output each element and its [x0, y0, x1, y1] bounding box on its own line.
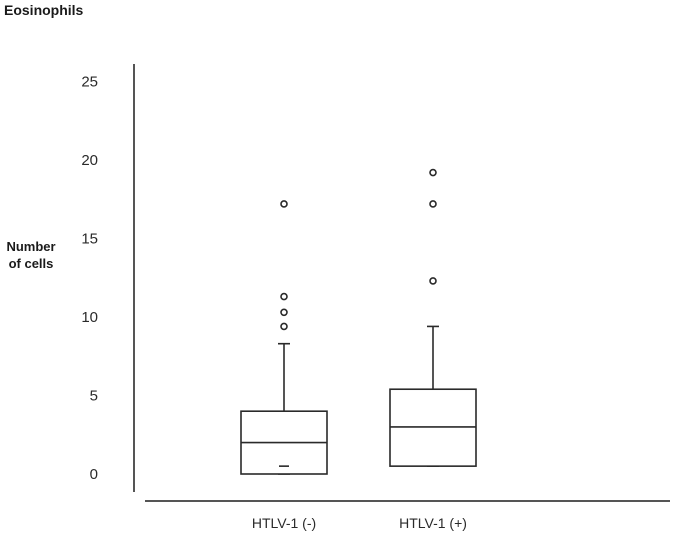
boxes [240, 168, 477, 475]
outlier-point [429, 168, 437, 177]
y-tick-label: 0 [90, 466, 98, 483]
y-tick-label: 15 [81, 231, 98, 248]
category-labels: HTLV-1 (-) HTLV-1 (+) [252, 515, 467, 531]
outlier-point [280, 292, 288, 301]
outlier-point [280, 200, 288, 208]
outlier-point [280, 322, 288, 331]
x-category-label: HTLV-1 (-) [252, 515, 316, 531]
y-tick-label: 25 [81, 74, 98, 91]
outlier-point [429, 200, 437, 208]
outlier-point [280, 308, 288, 317]
outlier-point [429, 277, 437, 285]
y-axis-label: Number of cells [0, 238, 62, 272]
chart-title: Eosinophils [4, 2, 84, 18]
y-tick-label: 10 [81, 309, 98, 326]
box-group [240, 200, 328, 475]
y-tick-label: 20 [81, 152, 98, 169]
y-tick-labels: 0 5 10 15 20 25 [81, 74, 98, 484]
y-axis-label-line-1: Number [6, 239, 56, 254]
x-category-label: HTLV-1 (+) [399, 515, 467, 531]
box-group [389, 168, 477, 467]
y-tick-label: 5 [90, 388, 98, 405]
y-axis-label-line-2: of cells [8, 256, 54, 271]
